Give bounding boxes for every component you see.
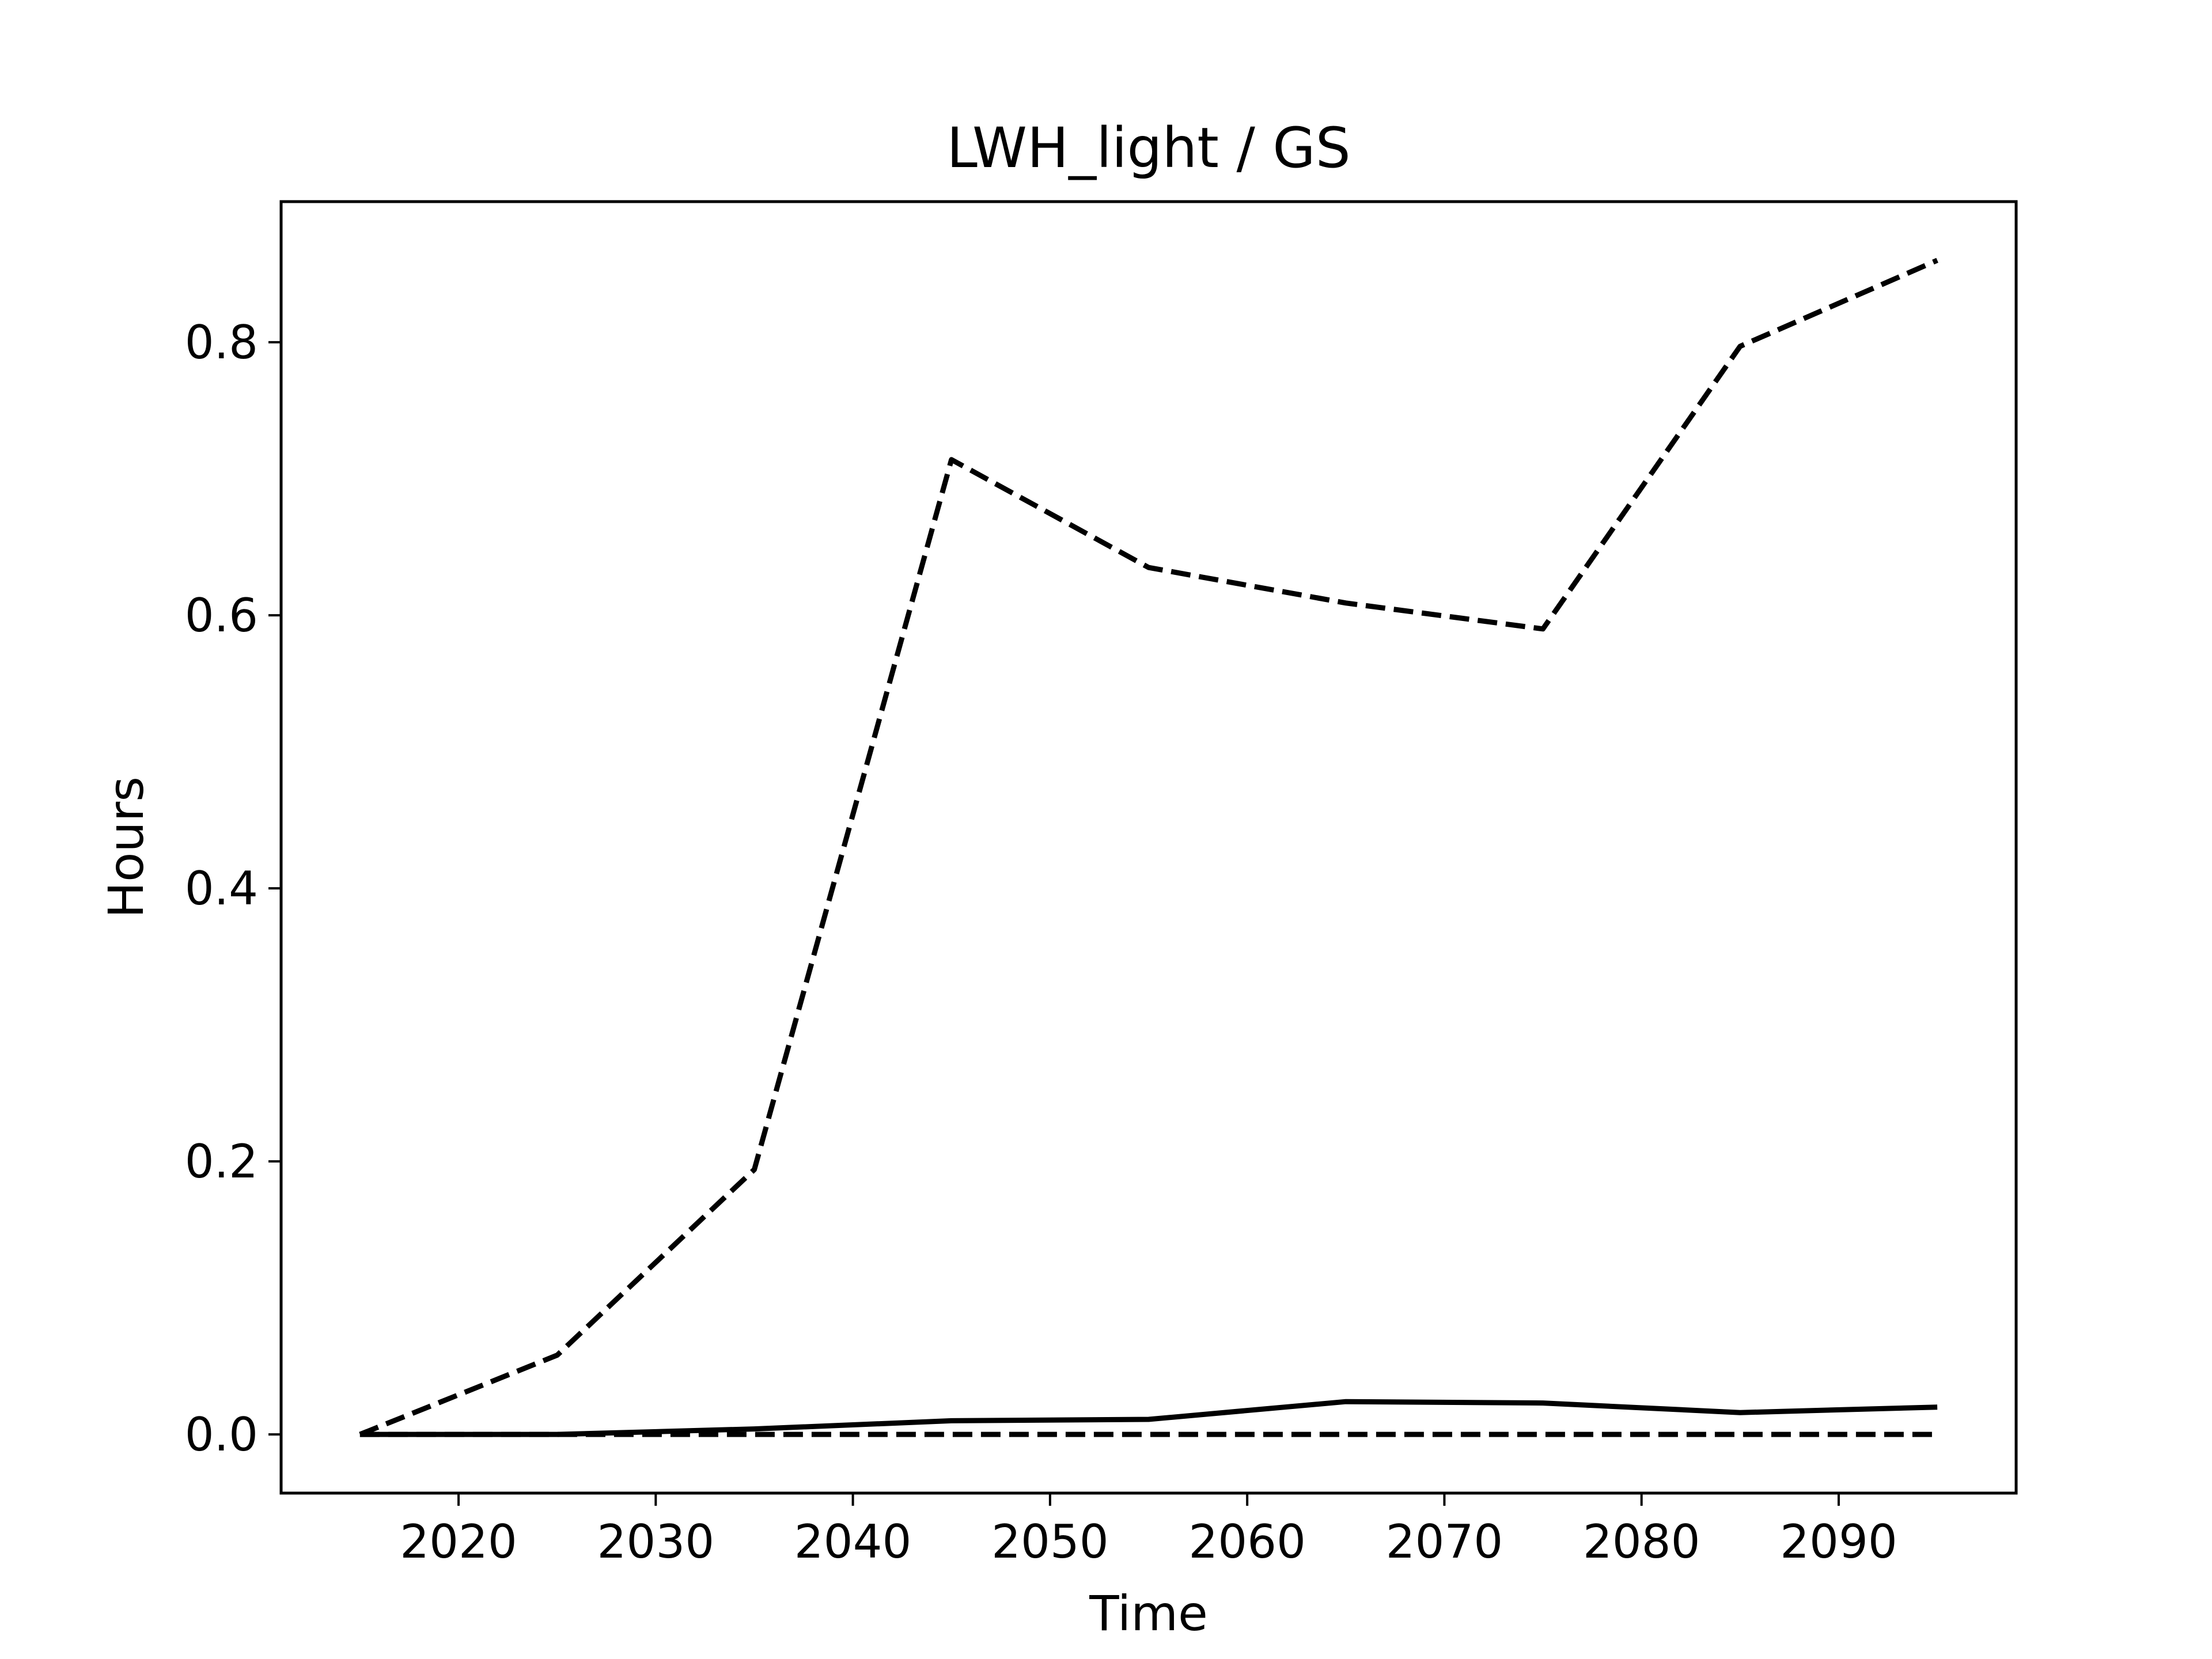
y-tick-label: 0.2 — [185, 1135, 258, 1188]
x-tick-label: 2040 — [794, 1515, 912, 1569]
x-axis-title: Time — [1089, 1585, 1208, 1642]
y-tick-label: 0.6 — [185, 589, 258, 642]
x-axis: 2020 2030 2040 2050 2060 2070 2080 2090 — [400, 1493, 1897, 1569]
x-tick-label: 2020 — [400, 1515, 517, 1569]
y-axis-title: Hours — [98, 777, 154, 918]
y-tick-label: 0.8 — [185, 316, 258, 369]
x-tick-label: 2050 — [991, 1515, 1109, 1569]
y-tick-label: 0.4 — [185, 862, 258, 915]
y-axis: 0.0 0.2 0.4 0.6 0.8 — [185, 316, 281, 1461]
chart-title: LWH_light / GS — [946, 116, 1350, 180]
plot-area-frame — [279, 200, 2018, 1495]
x-tick-label: 2090 — [1780, 1515, 1897, 1569]
x-tick-label: 2070 — [1386, 1515, 1503, 1569]
x-tick-label: 2030 — [597, 1515, 715, 1569]
x-tick-label: 2060 — [1188, 1515, 1306, 1569]
series-line-1 — [359, 257, 1938, 1437]
y-tick-label: 0.0 — [185, 1408, 258, 1461]
x-tick-label: 2080 — [1583, 1515, 1700, 1569]
series-layer — [359, 257, 1938, 1437]
